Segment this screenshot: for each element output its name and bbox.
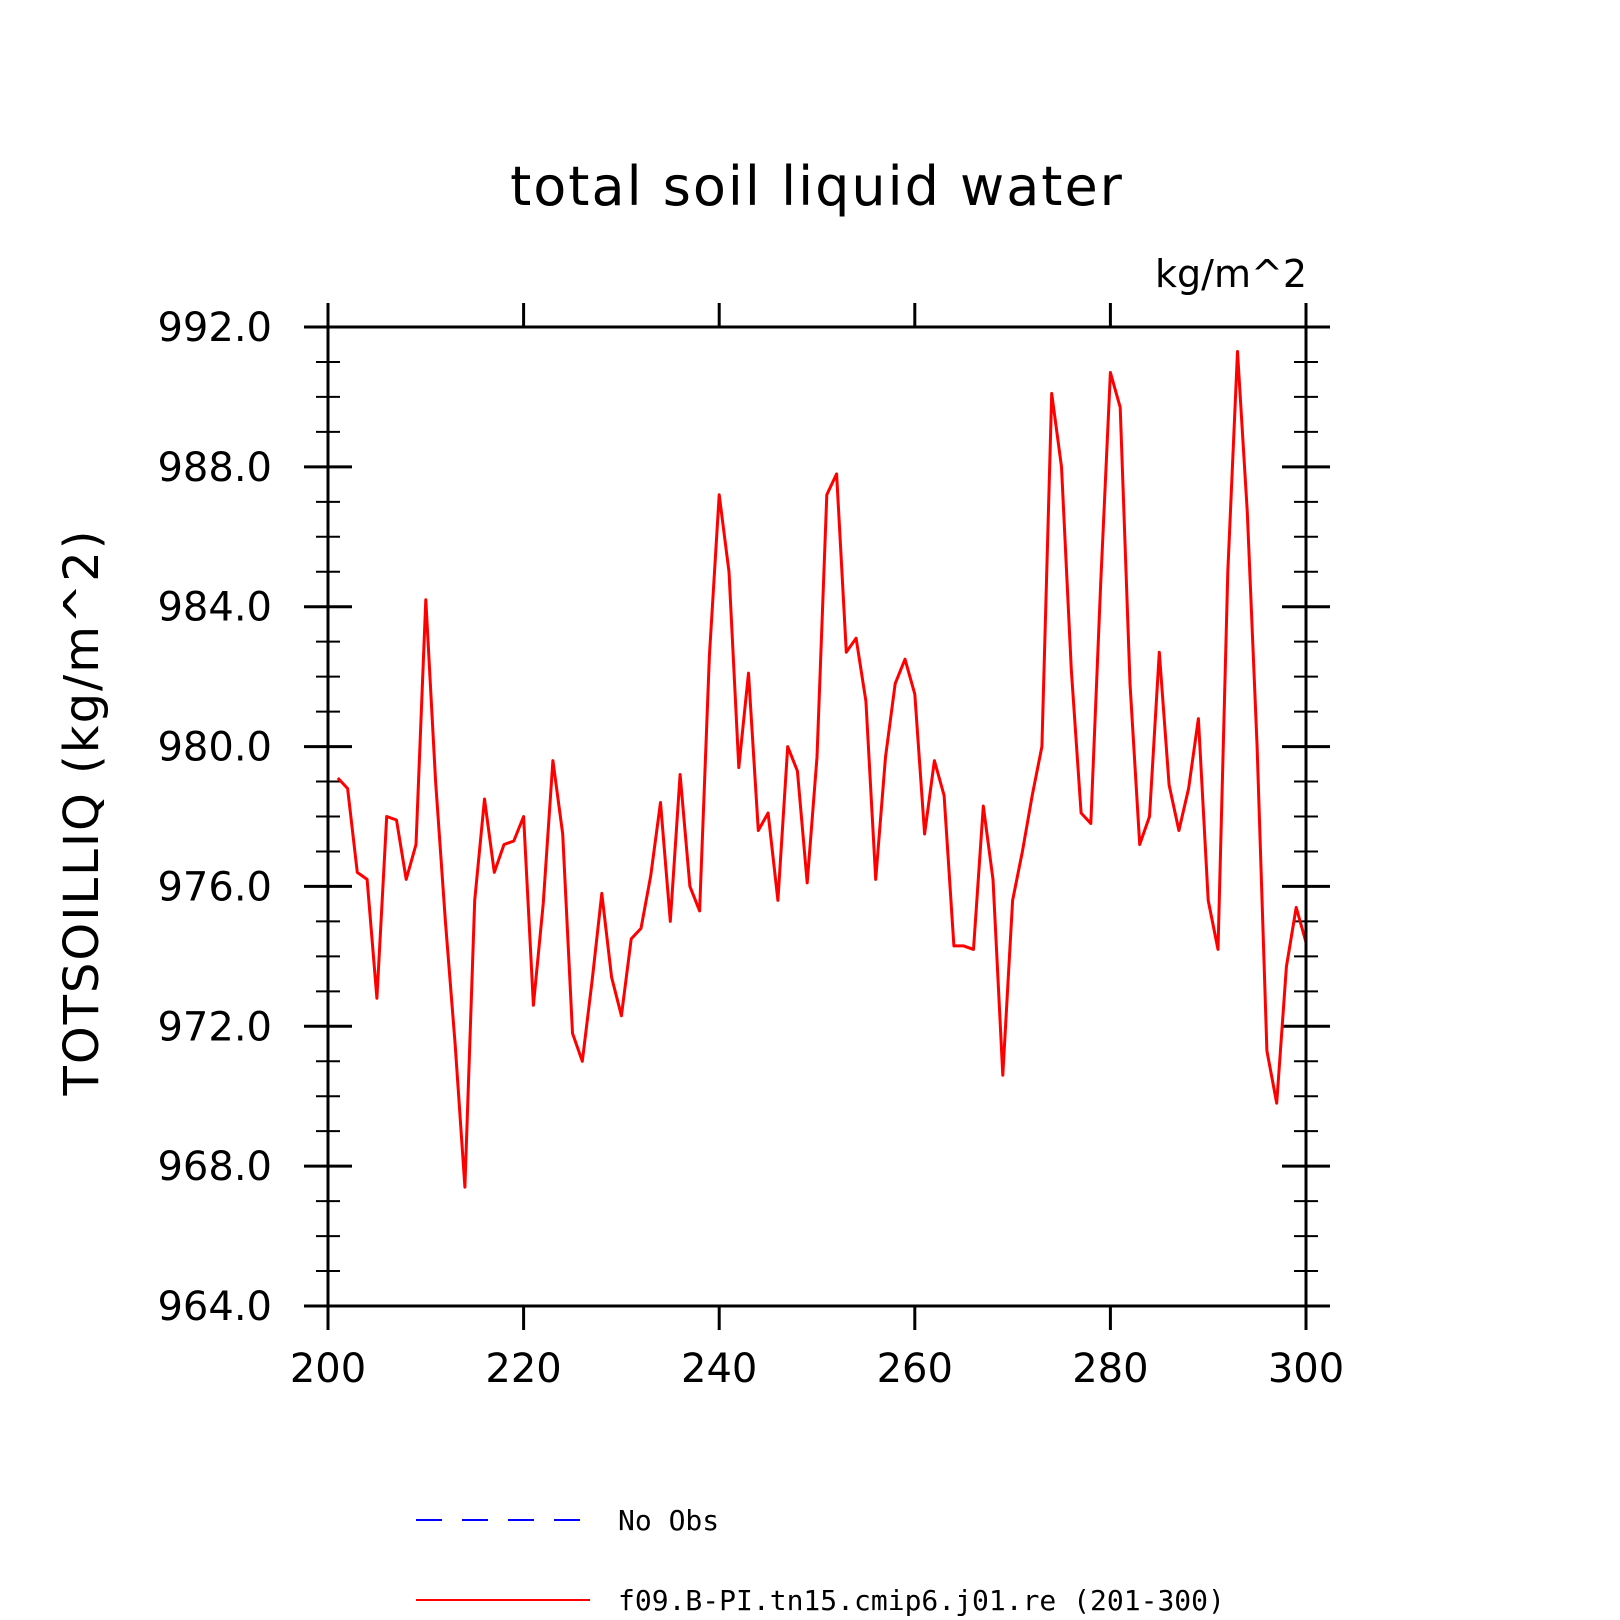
y-tick-label: 980.0 <box>157 725 272 771</box>
units-label: kg/m^2 <box>1155 252 1307 296</box>
y-tick-label: 972.0 <box>157 1004 272 1050</box>
y-tick-label: 988.0 <box>157 445 272 491</box>
legend-label: No Obs <box>618 1504 719 1537</box>
y-axis-title: TOTSOILLIQ (kg/m^2) <box>54 529 110 1097</box>
x-tick-label: 300 <box>1268 1346 1344 1392</box>
y-tick-label: 984.0 <box>157 585 272 631</box>
x-tick-label: 240 <box>681 1346 757 1392</box>
series-layer <box>336 350 1308 1189</box>
x-tick-label: 200 <box>290 1346 366 1392</box>
x-tick-label: 280 <box>1072 1346 1148 1392</box>
y-tick-label: 976.0 <box>157 864 272 910</box>
y-tick-label: 964.0 <box>157 1284 272 1330</box>
axis-tick-labels: 200 220 240 260 280 300 964.0 968.0 972.0 976.0 98… <box>157 305 1344 1392</box>
series-line <box>336 350 1308 1189</box>
y-tick-label: 992.0 <box>157 305 272 351</box>
legend: No Obs f09.B-PI.tn15.cmip6.j01.re (201-30… <box>416 1504 1225 1617</box>
x-tick-label: 260 <box>877 1346 953 1392</box>
legend-label: f09.B-PI.tn15.cmip6.j01.re (201-300) <box>618 1584 1225 1617</box>
x-tick-label: 220 <box>485 1346 561 1392</box>
y-tick-label: 968.0 <box>157 1144 272 1190</box>
plot-frame <box>326 325 1308 1308</box>
chart-title: total soil liquid water <box>510 155 1124 218</box>
